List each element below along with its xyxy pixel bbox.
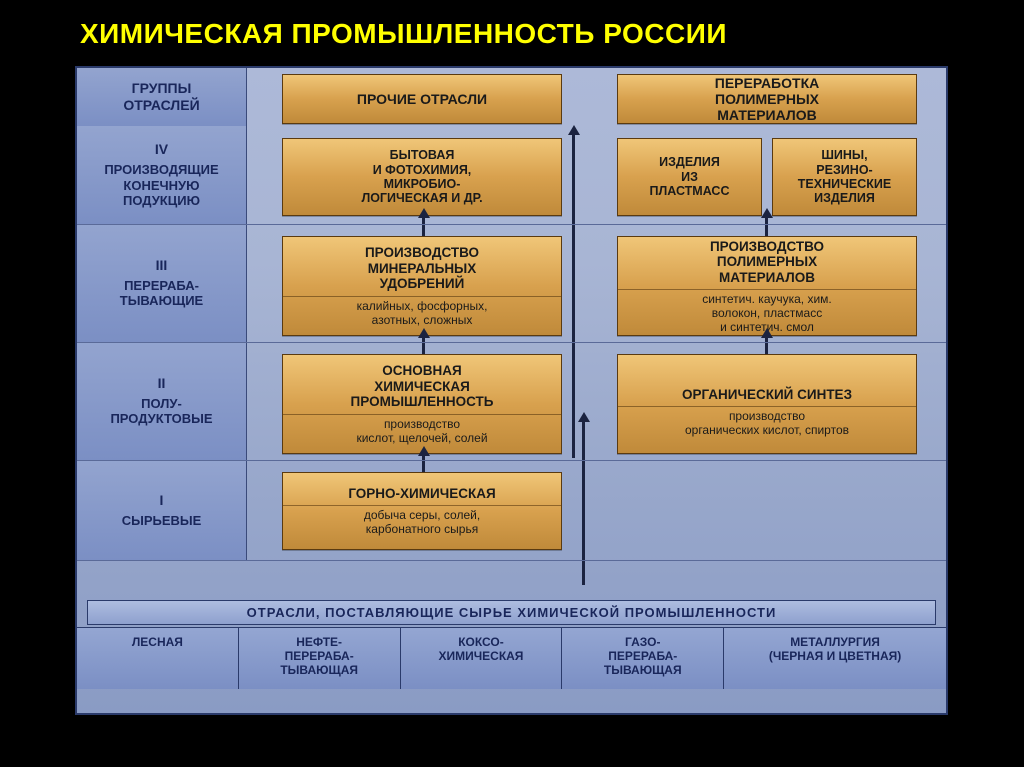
row1-label: СЫРЬЕВЫЕ — [122, 513, 202, 529]
box-r3-right-title: ПРОИЗВОДСТВО ПОЛИМЕРНЫХ МАТЕРИАЛОВ — [618, 235, 916, 290]
row2-label: ПОЛУ- ПРОДУКТОВЫЕ — [110, 396, 212, 427]
box-r3-right: ПРОИЗВОДСТВО ПОЛИМЕРНЫХ МАТЕРИАЛОВ синте… — [617, 236, 917, 336]
rule-1 — [77, 224, 946, 225]
box-r3-left-title: ПРОИЗВОДСТВО МИНЕРАЛЬНЫХ УДОБРЕНИЙ — [283, 241, 561, 296]
header-box-left-title: ПРОЧИЕ ОТРАСЛИ — [283, 87, 561, 111]
box-r2-left-sub: производство кислот, щелочей, солей — [283, 414, 561, 449]
box-r2-right-title: ОРГАНИЧЕСКИЙ СИНТЕЗ — [618, 367, 916, 407]
supplier-cell-3: ГАЗО- ПЕРЕРАБА- ТЫВАЮЩАЯ — [562, 628, 724, 689]
arrow-r2r-up — [765, 336, 768, 354]
arrow-r2l-up — [422, 336, 425, 354]
box-r3-left: ПРОИЗВОДСТВО МИНЕРАЛЬНЫХ УДОБРЕНИЙ калий… — [282, 236, 562, 336]
supplier-cell-1: НЕФТЕ- ПЕРЕРАБА- ТЫВАЮЩАЯ — [239, 628, 401, 689]
supplier-cell-2: КОКСО- ХИМИЧЕСКАЯ — [401, 628, 563, 689]
box-r3-left-sub: калийных, фосфорных, азотных, сложных — [283, 296, 561, 331]
supplier-row: ЛЕСНАЯ НЕФТЕ- ПЕРЕРАБА- ТЫВАЮЩАЯ КОКСО- … — [77, 627, 946, 689]
box-r1-sub: добыча серы, солей, карбонатного сырья — [283, 505, 561, 540]
box-r4-right2-title: ШИНЫ, РЕЗИНО- ТЕХНИЧЕСКИЕ ИЗДЕЛИЯ — [773, 144, 916, 210]
rule-3 — [77, 460, 946, 461]
header-box-right: ПЕРЕРАБОТКА ПОЛИМЕРНЫХ МАТЕРИАЛОВ — [617, 74, 917, 124]
arrow-r1-up — [422, 454, 425, 472]
box-r4-left: БЫТОВАЯ И ФОТОХИМИЯ, МИКРОБИО- ЛОГИЧЕСКА… — [282, 138, 562, 216]
row4-num: IV — [155, 141, 168, 158]
sidebar-row-2: II ПОЛУ- ПРОДУКТОВЫЕ — [77, 342, 247, 460]
box-r4-right1-title: ИЗДЕЛИЯ ИЗ ПЛАСТМАСС — [618, 151, 761, 202]
sidebar-row-3: III ПЕРЕРАБА- ТЫВАЮЩИЕ — [77, 224, 247, 342]
sidebar-header-label1: ГРУППЫ — [132, 80, 192, 97]
sidebar-header: ГРУППЫ ОТРАСЛЕЙ — [77, 68, 247, 126]
supplier-title: ОТРАСЛИ, ПОСТАВЛЯЮЩИЕ СЫРЬЕ ХИМИЧЕСКОЙ П… — [87, 600, 936, 625]
rule-4 — [77, 560, 946, 561]
supplier-cell-4: МЕТАЛЛУРГИЯ (ЧЕРНАЯ И ЦВЕТНАЯ) — [724, 628, 946, 689]
header-box-right-title: ПЕРЕРАБОТКА ПОЛИМЕРНЫХ МАТЕРИАЛОВ — [618, 71, 916, 127]
slide: ХИМИЧЕСКАЯ ПРОМЫШЛЕННОСТЬ РОССИИ ГРУППЫ … — [0, 0, 1024, 767]
diagram-canvas: ГРУППЫ ОТРАСЛЕЙ ПРОЧИЕ ОТРАСЛИ ПЕРЕРАБОТ… — [75, 66, 948, 715]
box-r1-title: ГОРНО-ХИМИЧЕСКАЯ — [283, 482, 561, 506]
box-r4-right1: ИЗДЕЛИЯ ИЗ ПЛАСТМАСС — [617, 138, 762, 216]
box-r2-left: ОСНОВНАЯ ХИМИЧЕСКАЯ ПРОМЫШЛЕННОСТЬ произ… — [282, 354, 562, 454]
row4-label: ПРОИЗВОДЯЩИЕ КОНЕЧНУЮ ПОДУКЦИЮ — [104, 162, 218, 209]
box-r2-left-title: ОСНОВНАЯ ХИМИЧЕСКАЯ ПРОМЫШЛЕННОСТЬ — [283, 359, 561, 414]
arrow-mid-vert — [572, 133, 575, 458]
row3-label: ПЕРЕРАБА- ТЫВАЮЩИЕ — [120, 278, 203, 309]
row3-num: III — [156, 257, 168, 274]
box-r1: ГОРНО-ХИМИЧЕСКАЯ добыча серы, солей, кар… — [282, 472, 562, 550]
box-r4-left-title: БЫТОВАЯ И ФОТОХИМИЯ, МИКРОБИО- ЛОГИЧЕСКА… — [283, 144, 561, 210]
slide-title: ХИМИЧЕСКАЯ ПРОМЫШЛЕННОСТЬ РОССИИ — [0, 0, 1024, 64]
header-box-left: ПРОЧИЕ ОТРАСЛИ — [282, 74, 562, 124]
arrow-r3r-up — [765, 216, 768, 236]
row1-num: I — [160, 492, 164, 509]
sidebar-header-label2: ОТРАСЛЕЙ — [123, 97, 199, 114]
sidebar-row-1: I СЫРЬЕВЫЕ — [77, 460, 247, 560]
box-r4-right2: ШИНЫ, РЕЗИНО- ТЕХНИЧЕСКИЕ ИЗДЕЛИЯ — [772, 138, 917, 216]
sidebar-row-4: IV ПРОИЗВОДЯЩИЕ КОНЕЧНУЮ ПОДУКЦИЮ — [77, 126, 247, 224]
box-r2-right: ОРГАНИЧЕСКИЙ СИНТЕЗ производство органич… — [617, 354, 917, 454]
supplier-cell-0: ЛЕСНАЯ — [77, 628, 239, 689]
box-r2-right-sub: производство органических кислот, спирто… — [618, 406, 916, 441]
arrow-r3l-up — [422, 216, 425, 236]
rule-2 — [77, 342, 946, 343]
row2-num: II — [158, 375, 166, 392]
